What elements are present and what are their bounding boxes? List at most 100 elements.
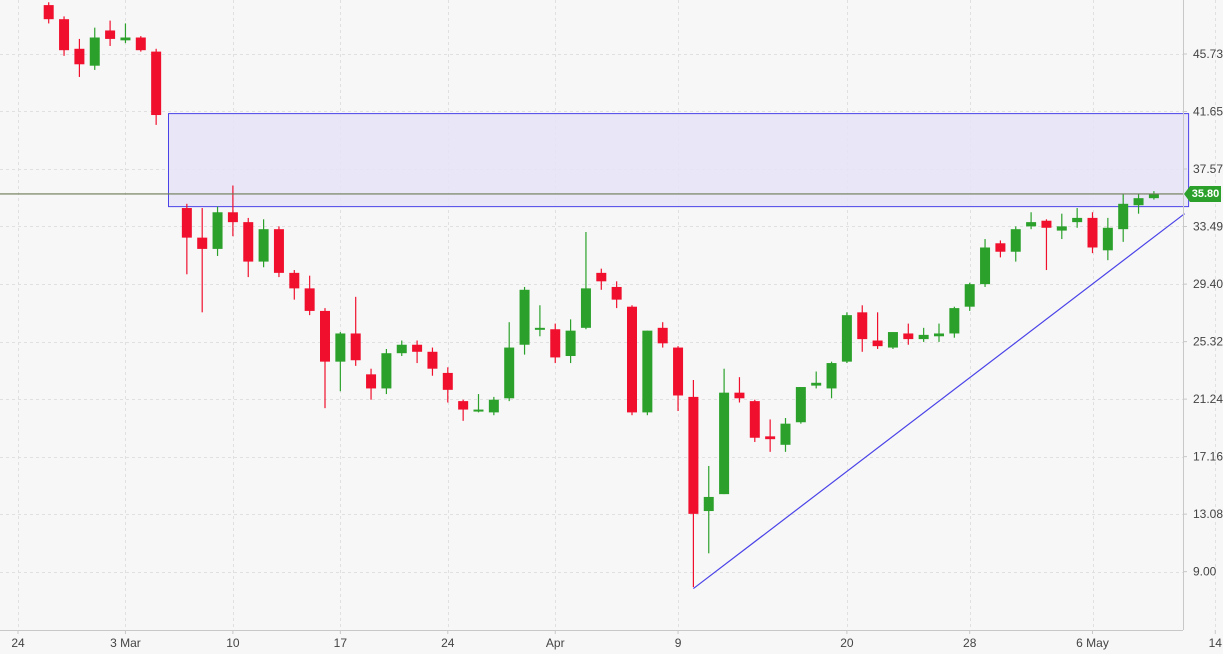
candle <box>458 399 469 421</box>
candle <box>995 240 1006 258</box>
candle <box>1010 226 1021 262</box>
y-tick-label: 13.08 <box>1193 507 1223 521</box>
candle <box>350 296 361 366</box>
candle-body <box>488 399 499 413</box>
candle-body <box>366 374 377 389</box>
candle <box>43 2 54 24</box>
y-tick-label: 25.32 <box>1193 335 1223 349</box>
current-price-tag-shape <box>1184 185 1221 202</box>
candle-body <box>841 315 852 362</box>
candle <box>826 361 837 399</box>
current-price-label: 35.80 <box>1192 188 1220 200</box>
candle <box>396 340 407 357</box>
candle-body <box>580 288 591 328</box>
candle-body <box>780 423 791 445</box>
candle-body <box>519 289 530 345</box>
candle-body <box>273 229 284 273</box>
candle-body <box>934 333 944 337</box>
candle-body <box>980 247 991 285</box>
candle-body <box>749 401 760 438</box>
candle-body <box>120 37 131 41</box>
y-tick-label: 33.49 <box>1193 220 1223 234</box>
x-tick-label: Apr <box>546 636 565 650</box>
candle-body <box>1026 222 1037 227</box>
overlay-layer <box>0 193 1185 590</box>
candle <box>89 27 100 70</box>
candle <box>366 368 377 400</box>
candle <box>289 270 300 300</box>
candle <box>243 217 254 278</box>
candle-body <box>1148 193 1159 199</box>
candle-body <box>212 212 223 249</box>
candle-body <box>872 340 883 347</box>
candle-body <box>826 363 837 389</box>
candle <box>949 306 960 338</box>
candle <box>488 396 499 416</box>
candle-body <box>1010 229 1021 252</box>
candle-body <box>596 272 607 282</box>
candle-body <box>89 37 100 66</box>
candle-body <box>1072 217 1083 223</box>
candle-body <box>673 347 684 396</box>
candle-body <box>350 333 361 361</box>
candle <box>580 231 591 330</box>
candle-body <box>442 372 453 390</box>
candle <box>918 327 929 342</box>
candle <box>887 332 898 349</box>
candle-body <box>74 48 85 65</box>
candle-body <box>918 334 929 340</box>
y-axis-ticks: 45.73 41.65 37.57 33.49 29.40 25.32 21.24 17.16… <box>1183 47 1223 579</box>
candle <box>1087 212 1098 254</box>
candle-body <box>811 382 822 386</box>
candle-body <box>1056 226 1067 231</box>
resistance-zone-layer <box>168 113 1190 208</box>
candle <box>596 268 607 290</box>
candle-body <box>765 436 776 440</box>
candle <box>964 282 975 311</box>
candle <box>519 286 530 355</box>
candle <box>780 418 791 452</box>
candle-body <box>227 212 238 223</box>
y-tick-label: 45.73 <box>1193 47 1223 61</box>
candle <box>627 305 637 416</box>
candle-body <box>627 306 637 413</box>
candles <box>43 2 1159 588</box>
candle-body <box>903 333 914 340</box>
candle <box>1102 217 1113 261</box>
candle-body <box>458 401 469 410</box>
candle <box>657 322 668 348</box>
candle <box>841 312 852 364</box>
candle-body <box>964 284 975 307</box>
candle-body <box>642 330 653 413</box>
candle <box>934 323 944 342</box>
candle-body <box>795 387 806 423</box>
candle <box>1072 208 1083 228</box>
y-tick-label: 29.40 <box>1193 277 1223 291</box>
candle-body <box>887 332 898 348</box>
candle-body <box>857 312 868 340</box>
candle-body <box>949 308 960 334</box>
y-tick-label: 9.00 <box>1193 565 1217 579</box>
candle <box>212 206 223 256</box>
ascending-trendline <box>693 213 1185 590</box>
candle <box>197 208 208 313</box>
candle <box>442 367 453 403</box>
candle <box>857 305 868 352</box>
candle-body <box>688 396 699 514</box>
candle <box>1041 219 1052 271</box>
x-tick-label: 24 <box>11 636 25 650</box>
candle <box>1133 193 1144 214</box>
candle-body <box>473 409 484 412</box>
candle-body <box>289 272 300 289</box>
grid-lines <box>0 0 1216 630</box>
candle <box>381 348 392 395</box>
y-tick-label: 41.65 <box>1193 105 1223 119</box>
x-tick-label: 14 <box>1209 636 1223 650</box>
candle <box>703 465 714 554</box>
candle <box>59 16 70 56</box>
candle <box>335 332 346 392</box>
candle-body <box>243 222 254 262</box>
candle <box>120 23 131 44</box>
candle-body <box>611 286 622 300</box>
